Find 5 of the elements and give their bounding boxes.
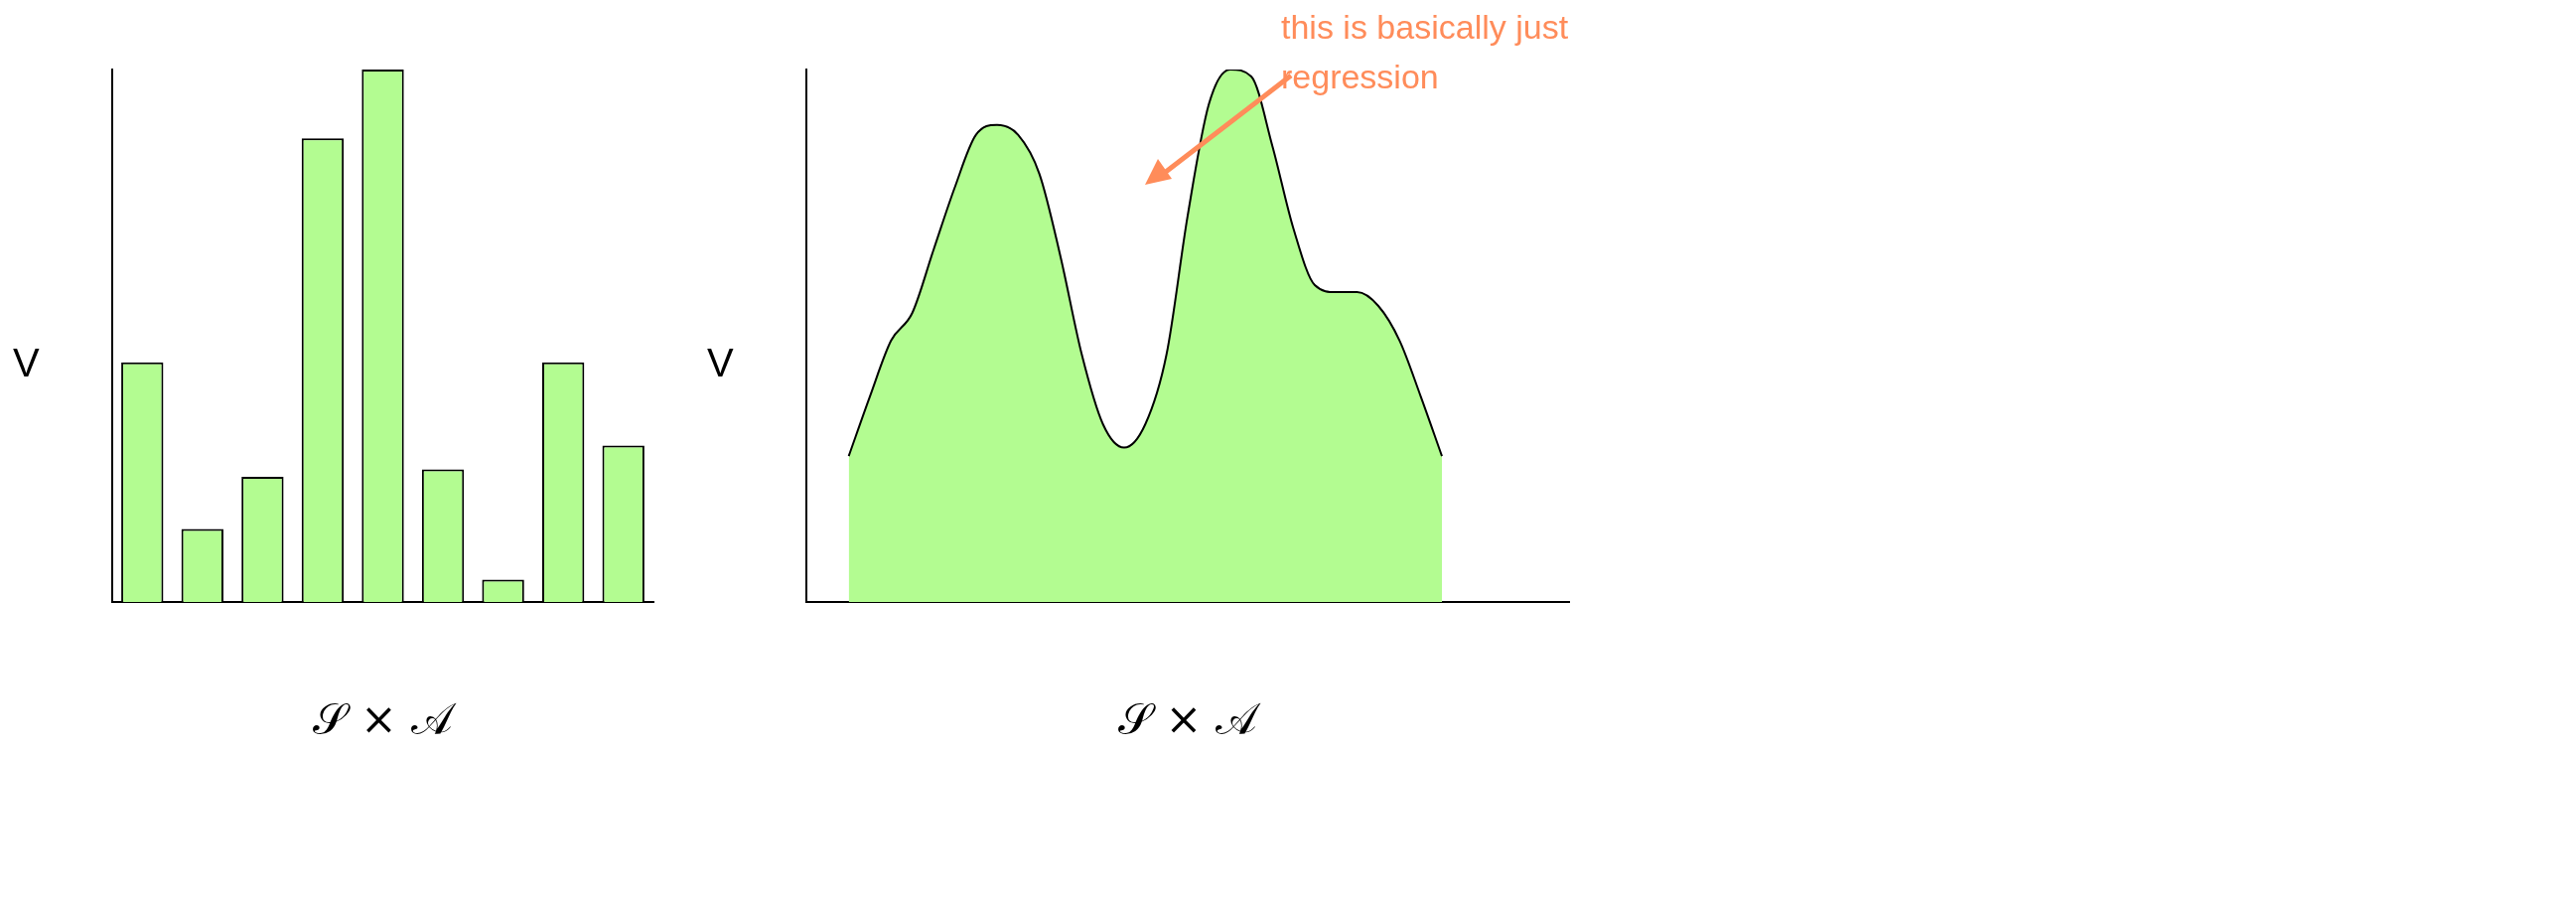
x-axis-title: 𝒮 × 𝒜 bbox=[312, 693, 457, 745]
y-axis-title: V bbox=[13, 341, 40, 385]
annotation: this is basically just regression bbox=[1281, 7, 1570, 97]
y-axis-title: V bbox=[707, 341, 734, 385]
x-axis-title: 𝒮 × 𝒜 bbox=[1116, 693, 1261, 745]
